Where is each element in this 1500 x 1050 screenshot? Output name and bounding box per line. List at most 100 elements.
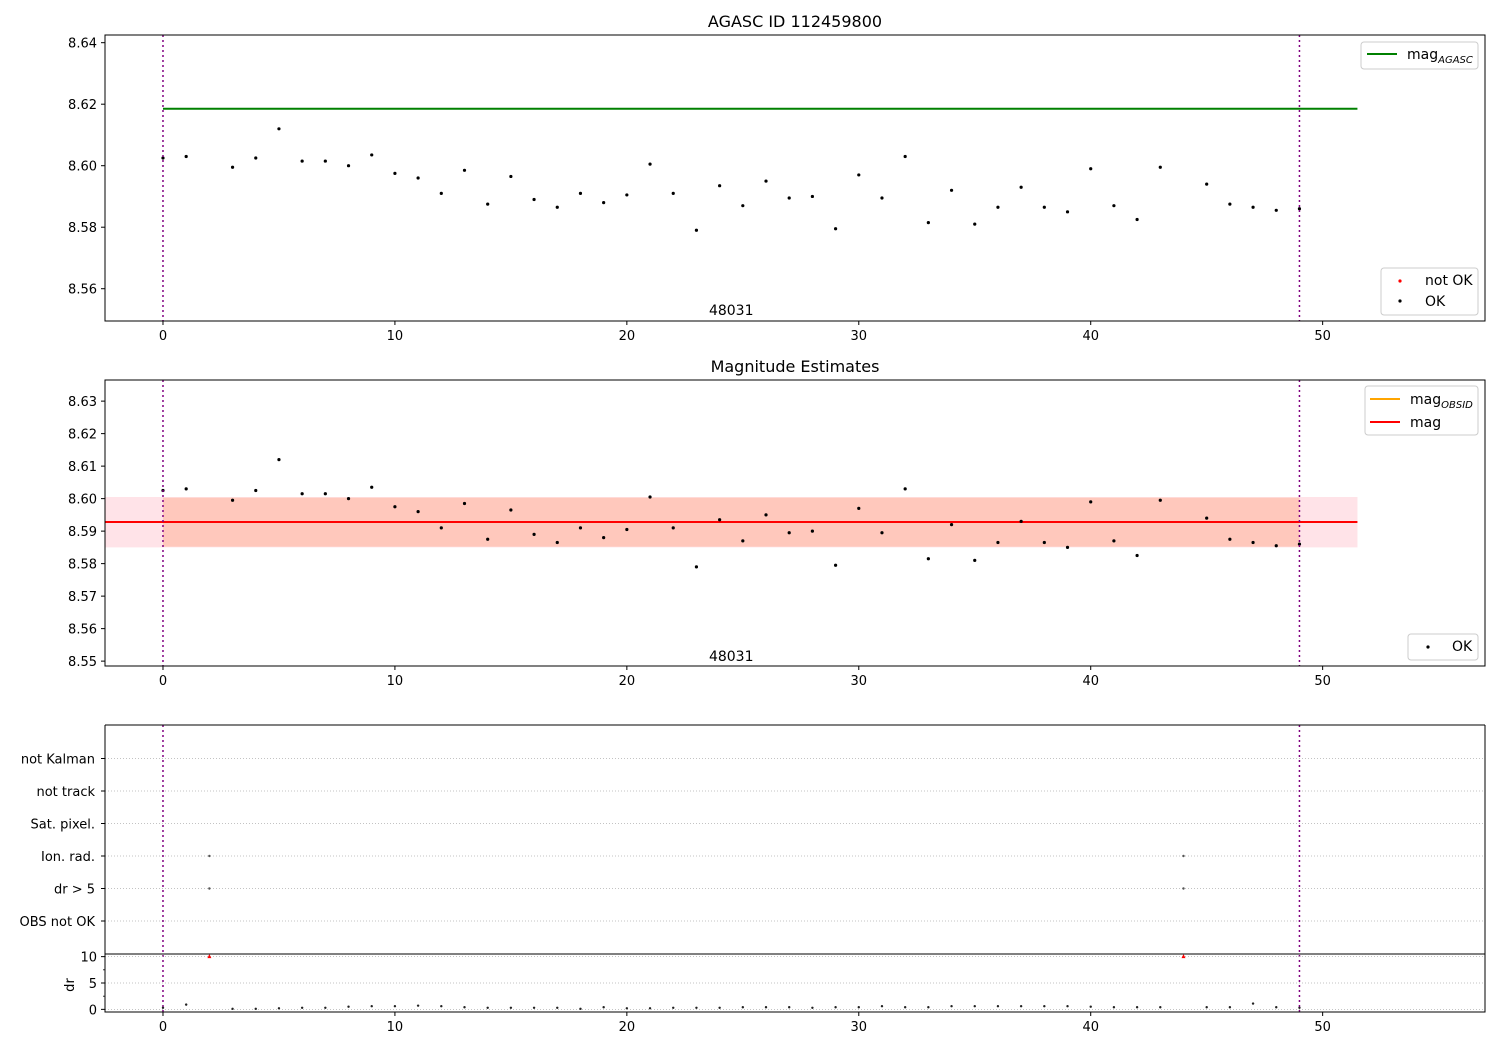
y-tick-label: 8.62	[68, 98, 97, 113]
ok-point	[1205, 182, 1209, 186]
ok-point	[346, 164, 351, 168]
dr-point	[370, 1005, 373, 1008]
dr-point	[231, 1007, 234, 1011]
ok-point	[184, 154, 188, 159]
ok-point	[1251, 540, 1255, 545]
chart-title: AGASC ID 112459800	[708, 12, 882, 31]
y-tick-label: 0	[89, 1003, 97, 1018]
ok-point	[602, 201, 606, 205]
flag-category-label: not track	[36, 785, 95, 800]
y-tick-label: 8.56	[68, 283, 97, 298]
flag-category-label: not Kalman	[21, 753, 95, 768]
dr-point	[857, 1006, 860, 1009]
chart-title: Magnitude Estimates	[711, 357, 880, 376]
ok-point	[462, 501, 467, 506]
legend-label-mag-agasc-main: mag	[1407, 47, 1438, 63]
dr-point	[1089, 1005, 1092, 1008]
ok-point	[1274, 544, 1278, 548]
dr-point	[880, 1005, 884, 1008]
x-tick-label: 10	[387, 329, 404, 344]
ok-point	[1065, 210, 1070, 214]
obsid-label: 48031	[709, 303, 754, 319]
ok-point	[555, 205, 559, 209]
ok-point	[300, 159, 304, 163]
dr-point	[556, 1006, 559, 1009]
ok-point	[230, 498, 235, 502]
flag-point	[208, 887, 211, 890]
dr-point	[347, 1005, 350, 1008]
dr-point	[718, 1006, 721, 1009]
dr-point	[254, 1007, 257, 1011]
dr-point	[440, 1005, 443, 1008]
ok-point	[416, 176, 420, 180]
x-tick-label: 50	[1314, 1020, 1331, 1035]
legend-label-mag-obsid-main: mag	[1410, 392, 1441, 408]
y-tick-label: 8.58	[68, 558, 97, 573]
ok-point	[509, 508, 513, 512]
ok-point	[184, 487, 188, 491]
dr-point	[1066, 1005, 1069, 1008]
ok-point	[1065, 545, 1070, 549]
ok-point	[741, 204, 745, 208]
ok-point	[161, 156, 165, 160]
y-axis-label: dr	[63, 978, 78, 992]
ok-point	[1297, 542, 1302, 546]
ok-point	[1135, 217, 1139, 222]
ok-point	[1042, 205, 1046, 209]
x-tick-label: 0	[159, 1020, 167, 1035]
ok-point	[694, 228, 699, 232]
x-tick-label: 20	[619, 329, 636, 344]
ok-point	[1089, 167, 1093, 171]
legend-box	[1407, 633, 1479, 661]
legend-marker-not-ok	[1398, 279, 1402, 283]
dr-point	[625, 1007, 629, 1010]
obsid-label: 48031	[709, 649, 754, 665]
x-tick-label: 0	[159, 329, 167, 344]
ok-point	[1205, 516, 1209, 520]
x-tick-label: 10	[387, 674, 404, 689]
ok-point	[949, 188, 954, 192]
flag-point	[1182, 887, 1185, 890]
dr-point	[161, 1006, 165, 1009]
dr-point	[903, 1006, 907, 1009]
ok-point	[1158, 165, 1162, 169]
ok-point	[1158, 498, 1162, 502]
dr-point	[509, 1006, 513, 1009]
y-tick-label: 8.63	[68, 395, 97, 410]
ok-point	[416, 510, 420, 514]
dr-point	[184, 1003, 188, 1006]
flag-category-label: Sat. pixel.	[31, 818, 95, 833]
ok-point	[1274, 208, 1278, 212]
ok-point	[532, 532, 536, 536]
ok-point	[996, 205, 1000, 209]
ok-point	[996, 540, 1000, 545]
dr-point	[1228, 1006, 1232, 1009]
legend-label-mag: mag	[1410, 415, 1441, 431]
ok-point	[903, 154, 907, 159]
ok-point	[648, 495, 652, 499]
ok-point	[949, 523, 954, 527]
x-tick-label: 10	[387, 1020, 404, 1035]
ok-point	[509, 174, 513, 179]
dr-point	[393, 1005, 397, 1008]
axes-frame	[104, 379, 1486, 667]
x-tick-label: 50	[1314, 329, 1331, 344]
ok-point	[439, 526, 443, 530]
dr-point	[1251, 1002, 1255, 1005]
dr-point	[1205, 1006, 1208, 1009]
ok-point	[787, 531, 791, 535]
ok-point	[833, 563, 838, 567]
dr-clipped-marker	[207, 954, 212, 959]
ok-point	[300, 492, 304, 496]
ok-point	[1228, 537, 1232, 541]
y-tick-label: 5	[89, 977, 97, 992]
ok-point	[1089, 500, 1093, 504]
dr-point	[648, 1007, 652, 1010]
dr-point	[973, 1005, 976, 1008]
ok-point	[625, 193, 629, 197]
dr-point	[532, 1006, 536, 1009]
ok-point	[1135, 553, 1139, 558]
x-tick-label: 30	[851, 674, 868, 689]
dr-point	[927, 1006, 930, 1009]
